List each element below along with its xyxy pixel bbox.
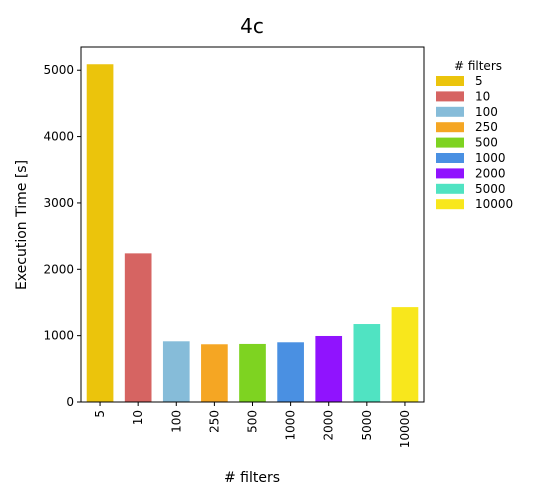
bar-5000 bbox=[353, 324, 381, 402]
y-axis: 0 1000 2000 3000 4000 5000 bbox=[43, 63, 81, 409]
legend-swatch-10 bbox=[436, 91, 464, 102]
legend-label-5000: 5000 bbox=[475, 182, 506, 196]
y-tick-label-0: 0 bbox=[66, 395, 74, 409]
legend-swatch-100 bbox=[436, 106, 464, 117]
legend-title: # filters bbox=[454, 59, 502, 73]
x-axis-label: # filters bbox=[224, 470, 280, 486]
y-tick-label-4000: 4000 bbox=[43, 130, 74, 144]
bar-5 bbox=[86, 64, 114, 402]
legend-label-250: 250 bbox=[475, 120, 498, 134]
bars bbox=[86, 64, 419, 402]
bar-100 bbox=[162, 341, 190, 402]
legend-swatch-2000 bbox=[436, 168, 464, 179]
y-tick-label-3000: 3000 bbox=[43, 196, 74, 210]
x-tick-label-5000: 5000 bbox=[360, 410, 374, 441]
y-tick-label-1000: 1000 bbox=[43, 329, 74, 343]
bar-500 bbox=[239, 343, 266, 402]
bar-10 bbox=[124, 253, 152, 402]
legend-label-500: 500 bbox=[475, 136, 498, 150]
bar-2000 bbox=[315, 335, 343, 402]
y-tick-label-5000: 5000 bbox=[43, 63, 74, 77]
x-tick-label-1000: 1000 bbox=[284, 410, 298, 441]
x-tick-label-250: 250 bbox=[207, 410, 221, 433]
x-tick-label-10: 10 bbox=[131, 410, 145, 425]
legend-label-100: 100 bbox=[475, 105, 498, 119]
legend-label-10000: 10000 bbox=[475, 197, 513, 211]
y-axis-label: Execution Time [s] bbox=[14, 160, 30, 290]
bar-10000 bbox=[391, 307, 419, 402]
legend-swatch-1000 bbox=[436, 153, 464, 163]
bar-1000 bbox=[277, 342, 304, 402]
legend-label-10: 10 bbox=[475, 89, 490, 103]
bar-250 bbox=[201, 344, 228, 402]
legend-swatch-5000 bbox=[436, 183, 464, 194]
plot-area: 0 1000 2000 3000 4000 5000 5 10 100 250 500 1000 20… bbox=[43, 46, 425, 448]
x-tick-label-2000: 2000 bbox=[322, 410, 336, 441]
y-tick-label-2000: 2000 bbox=[43, 262, 74, 276]
legend-label-2000: 2000 bbox=[475, 166, 506, 180]
x-tick-label-5: 5 bbox=[93, 410, 107, 418]
legend-label-5: 5 bbox=[475, 74, 483, 88]
legend-swatch-10000 bbox=[436, 199, 464, 210]
x-tick-label-100: 100 bbox=[169, 410, 183, 433]
x-axis: 5 10 100 250 500 1000 2000 5000 10000 bbox=[93, 402, 412, 448]
x-tick-label-500: 500 bbox=[246, 410, 260, 433]
legend-swatch-5 bbox=[436, 76, 464, 86]
x-tick-label-10000: 10000 bbox=[398, 410, 412, 448]
chart-title: 4c bbox=[240, 14, 264, 38]
legend-swatch-500 bbox=[436, 137, 464, 148]
legend-label-1000: 1000 bbox=[475, 151, 506, 165]
legend-swatch-250 bbox=[436, 122, 464, 133]
